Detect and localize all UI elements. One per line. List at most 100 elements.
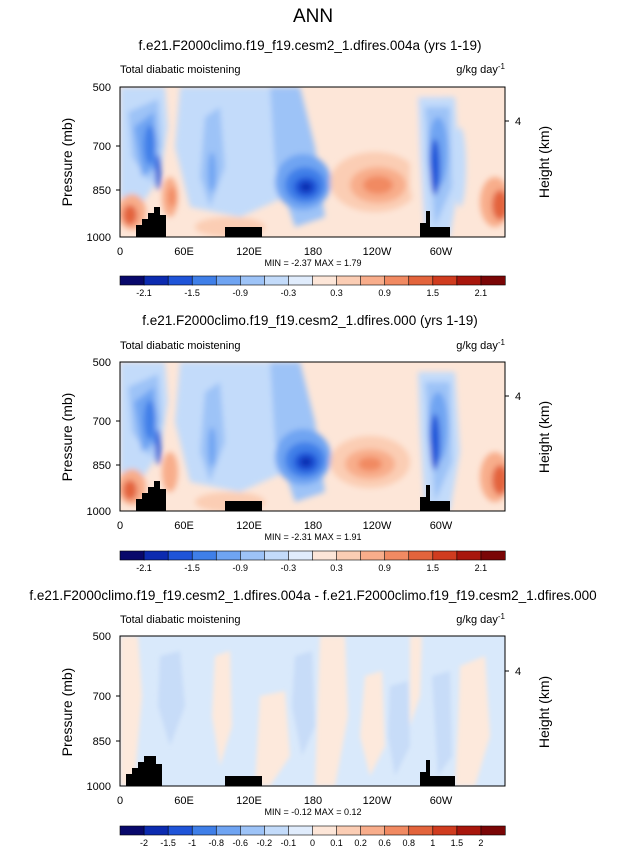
colorbar-tick-label: -0.3 xyxy=(281,563,297,573)
colorbar-tick-label: 2.1 xyxy=(475,288,488,298)
colorbar-box xyxy=(456,275,482,286)
x-tick-label: 60E xyxy=(174,246,194,258)
colorbar-box xyxy=(264,550,290,561)
topography-mask xyxy=(225,227,262,237)
y-tick-label: 700 xyxy=(93,141,111,153)
panel-1: f.e21.F2000climo.f19_f19.cesm2_1.dfires.… xyxy=(59,38,552,298)
colorbar-box xyxy=(336,825,362,836)
panel-2: f.e21.F2000climo.f19_f19.cesm2_1.dfires.… xyxy=(59,313,552,573)
colorbar-tick-label: 0.9 xyxy=(378,563,391,573)
colorbar-box xyxy=(143,550,169,561)
colorbar-tick-label: 2.1 xyxy=(475,563,488,573)
contour-region xyxy=(358,457,382,471)
colorbar-box xyxy=(432,275,458,286)
y-axis: 500 700 850 1000 xyxy=(87,357,120,518)
x-tick-label: 180 xyxy=(304,520,322,532)
topography-mask xyxy=(420,485,450,511)
x-tick-label: 120E xyxy=(236,246,262,258)
min-max-stats: MIN = -0.12 MAX = 0.12 xyxy=(264,807,361,817)
contour-region xyxy=(492,465,505,495)
colorbar-box xyxy=(336,550,362,561)
colorbar-tick-label: 0 xyxy=(310,838,315,848)
y-axis-title: Pressure (mb) xyxy=(59,393,75,482)
colorbar: -2.1 -1.5 -0.9 -0.3 0.3 0.9 1.5 2.1 xyxy=(119,275,506,298)
colorbar-tick-label: 0.6 xyxy=(378,838,391,848)
x-tick-label: 120W xyxy=(363,246,392,258)
plot-frame xyxy=(119,86,506,238)
colorbar-box xyxy=(215,825,241,836)
contour-region xyxy=(155,429,161,465)
x-tick-label: 120W xyxy=(363,795,392,807)
panel-title: f.e21.F2000climo.f19_f19.cesm2_1.dfires.… xyxy=(142,313,477,328)
colorbar-box xyxy=(288,275,314,286)
x-tick-label: 120E xyxy=(236,795,262,807)
contour-region xyxy=(454,127,466,207)
panel-left-label: Total diabatic moistening xyxy=(120,340,240,352)
colorbar-box xyxy=(336,275,362,286)
colorbar-box xyxy=(167,275,193,286)
colorbar-tick-label: 1.5 xyxy=(427,563,440,573)
x-tick-label: 60E xyxy=(174,520,194,532)
colorbar-tick-label: -1.5 xyxy=(160,838,176,848)
colorbar-box xyxy=(264,825,290,836)
colorbar-tick-label: -0.2 xyxy=(257,838,273,848)
contour-region xyxy=(123,480,137,500)
plot-frame xyxy=(119,361,506,512)
colorbar-box xyxy=(408,275,434,286)
colorbar-box xyxy=(312,275,338,286)
colorbar-box xyxy=(119,550,145,561)
y-tick-label: 500 xyxy=(93,631,111,643)
colorbar-tick-label: 1 xyxy=(430,838,435,848)
plot-frame xyxy=(119,635,506,787)
x-tick-label: 0 xyxy=(117,246,123,258)
contour-region xyxy=(388,681,410,776)
y-tick-label: 1000 xyxy=(87,506,111,518)
colorbar-box xyxy=(215,275,241,286)
panel-3: f.e21.F2000climo.f19_f19.cesm2_1.dfires.… xyxy=(29,588,596,848)
colorbar-box xyxy=(408,825,434,836)
contour-region xyxy=(292,651,315,756)
contour-region xyxy=(455,656,490,786)
contour-region xyxy=(120,636,142,786)
colorbar-box xyxy=(384,550,410,561)
contour-region xyxy=(144,400,156,440)
contour-region xyxy=(255,691,290,786)
colorbar-tick-label: 0.9 xyxy=(378,288,391,298)
plot-area xyxy=(120,362,505,511)
contour-region xyxy=(208,427,216,467)
colorbar-box xyxy=(288,550,314,561)
topography-mask xyxy=(136,207,166,237)
panel-left-label: Total diabatic moistening xyxy=(120,614,240,626)
colorbar-tick-label: -2.1 xyxy=(136,288,152,298)
contour-region xyxy=(492,190,505,220)
colorbar-box xyxy=(191,825,217,836)
y2-tick-label: 4 xyxy=(515,116,521,128)
x-tick-label: 180 xyxy=(304,246,322,258)
colorbar-box xyxy=(264,275,290,286)
panel-title: f.e21.F2000climo.f19_f19.cesm2_1.dfires.… xyxy=(29,588,596,603)
colorbar-box xyxy=(360,825,386,836)
colorbar-box xyxy=(432,550,458,561)
y-axis: 500 700 850 1000 xyxy=(87,631,120,793)
colorbar-box xyxy=(143,825,169,836)
colorbar-tick-label: -0.3 xyxy=(281,288,297,298)
x-tick-label: 0 xyxy=(117,520,123,532)
colorbar: -2.1 -1.5 -0.9 -0.3 0.3 0.9 1.5 2.1 xyxy=(119,550,506,573)
colorbar-box xyxy=(312,550,338,561)
y-tick-label: 700 xyxy=(93,416,111,428)
contour-region xyxy=(155,154,161,190)
topography-mask xyxy=(420,760,455,786)
contour-region xyxy=(432,671,452,776)
x-tick-label: 120W xyxy=(363,520,392,532)
contour-region xyxy=(158,651,185,746)
contour-region xyxy=(123,205,137,225)
colorbar-tick-label: -1 xyxy=(188,838,196,848)
contour-region xyxy=(315,636,348,786)
colorbar-tick-label: 1.5 xyxy=(427,288,440,298)
x-tick-label: 60W xyxy=(430,520,453,532)
colorbar-box xyxy=(167,550,193,561)
colorbar-tick-label: 1.5 xyxy=(451,838,464,848)
y-tick-label: 500 xyxy=(93,357,111,369)
colorbar-tick-label: -2 xyxy=(140,838,148,848)
